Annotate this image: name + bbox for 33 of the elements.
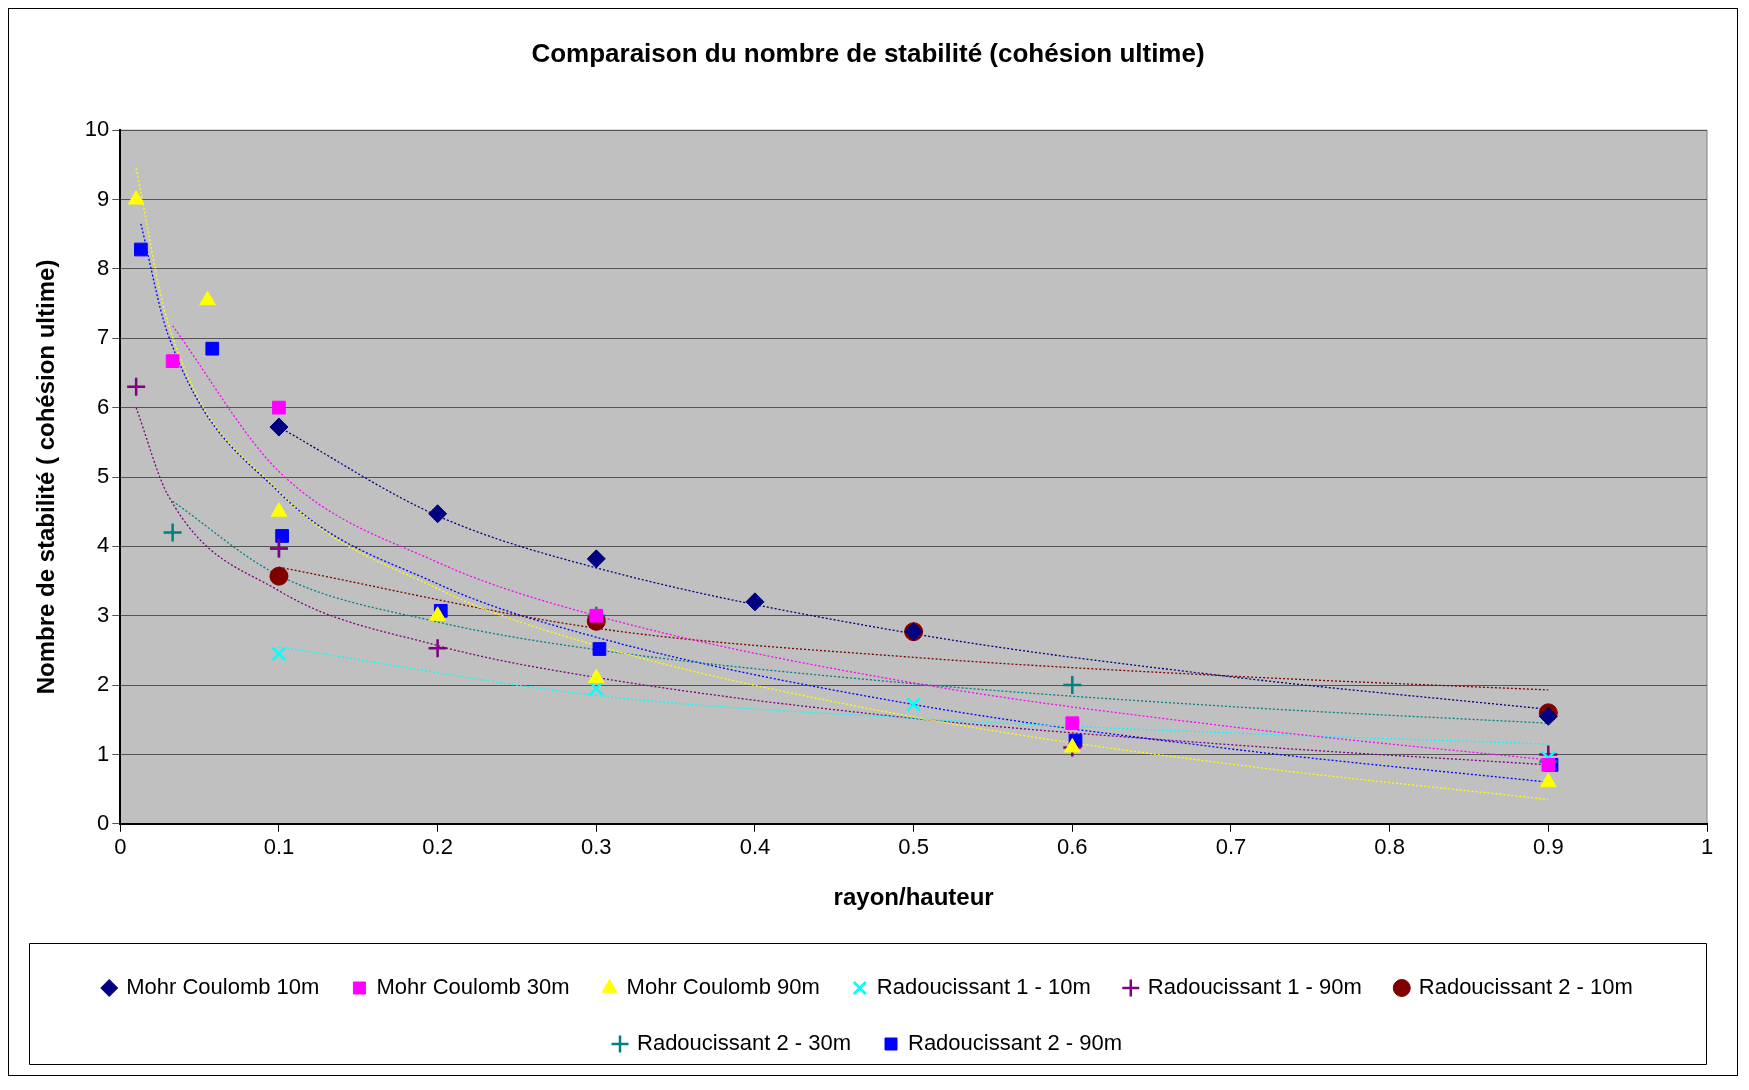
legend-label: Radoucissant 1 - 90m <box>1147 974 1362 1000</box>
x-tick-label: 1 <box>1700 834 1714 860</box>
y-tick-label: 9 <box>97 185 110 211</box>
chart-title: Comparaison du nombre de stabilité (cohésion ultime) <box>531 37 1205 68</box>
y-tick-label: 3 <box>97 601 110 627</box>
y-tick-label: 5 <box>97 463 110 489</box>
y-tick-label: 0 <box>97 809 110 835</box>
x-tick-label: 0.9 <box>1533 834 1564 860</box>
x-tick-label: 0 <box>114 834 127 860</box>
y-tick-label: 1 <box>97 740 110 766</box>
legend-label: Mohr Coulomb 90m <box>626 974 820 1000</box>
legend-label: Radoucissant 2 - 90m <box>908 1030 1122 1056</box>
y-tick-label: 10 <box>84 116 110 142</box>
x-tick-label: 0.7 <box>1215 834 1247 860</box>
y-axis-title: Nombre de stabilité ( cohésion ultime) <box>32 259 60 695</box>
x-tick-label: 0.3 <box>580 834 612 860</box>
y-tick-label: 4 <box>97 532 110 558</box>
legend-label: Radoucissant 2 - 10m <box>1418 974 1633 1000</box>
y-tick-label: 6 <box>97 393 110 419</box>
x-axis-title: rayon/hauteur <box>833 883 994 911</box>
x-tick-label: 0.4 <box>739 834 771 860</box>
x-tick-label: 0.5 <box>898 834 929 860</box>
legend-label: Mohr Coulomb 10m <box>126 974 320 1000</box>
x-tick-label: 0.8 <box>1374 834 1405 860</box>
legend-label: Radoucissant 1 - 10m <box>876 974 1091 1000</box>
x-tick-label: 0.6 <box>1057 834 1088 860</box>
y-tick-label: 8 <box>97 254 110 280</box>
y-tick-label: 7 <box>97 324 110 350</box>
x-tick-label: 0.2 <box>422 834 453 860</box>
x-tick-label: 0.1 <box>263 834 295 860</box>
y-tick-label: 2 <box>97 671 110 697</box>
legend-label: Radoucissant 2 - 30m <box>637 1030 851 1056</box>
legend-label: Mohr Coulomb 30m <box>376 974 570 1000</box>
